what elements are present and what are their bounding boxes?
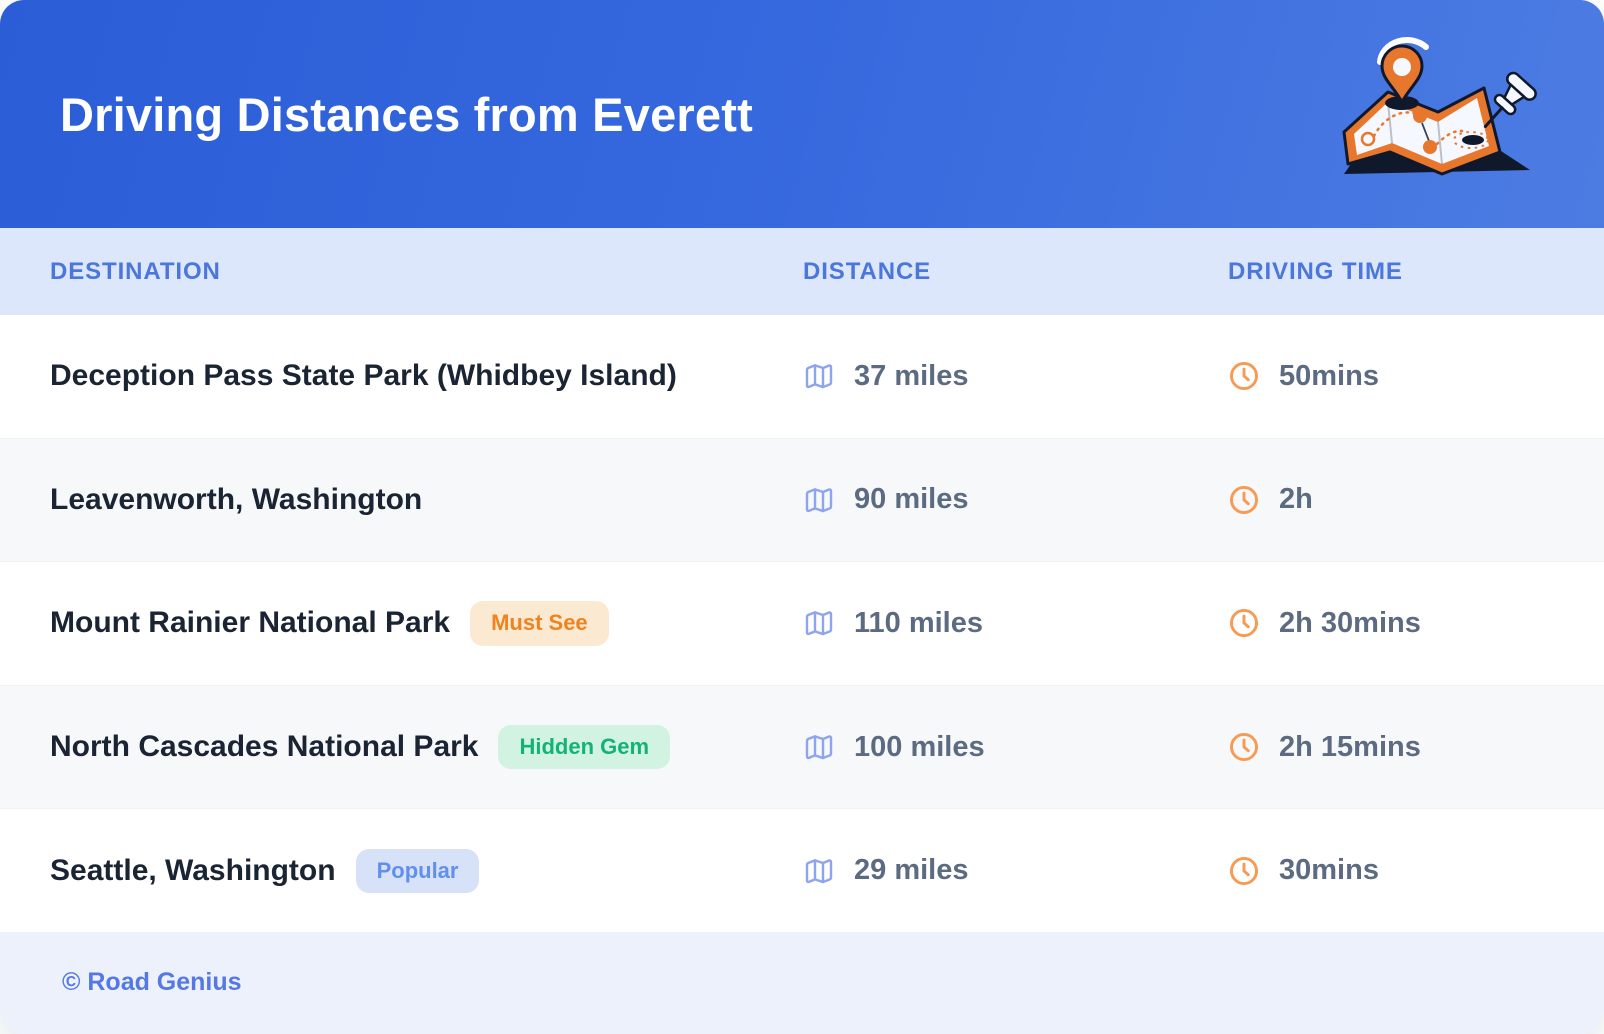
distance-value: 100 miles [854, 730, 985, 763]
distance-cell: 37 miles [803, 360, 1228, 393]
map-icon [803, 484, 835, 516]
copyright-text: © Road Genius [62, 968, 242, 997]
clock-icon [1228, 484, 1260, 516]
table-row: Deception Pass State Park (Whidbey Islan… [0, 315, 1604, 438]
distance-cell: 90 miles [803, 483, 1228, 516]
driving-time-value: 2h 30mins [1279, 606, 1421, 639]
clock-icon [1228, 607, 1260, 639]
badge-hidden-gem: Hidden Gem [498, 724, 671, 770]
distance-value: 29 miles [854, 854, 969, 887]
distance-value: 110 miles [854, 606, 983, 639]
destination-cell: Leavenworth, Washington [0, 483, 803, 517]
map-illustration-icon [1330, 36, 1540, 196]
page-title: Driving Distances from Everett [60, 87, 753, 141]
distance-cell: 110 miles [803, 607, 1228, 640]
clock-icon [1228, 360, 1260, 392]
driving-time-cell: 2h [1228, 483, 1604, 516]
driving-time-cell: 50mins [1228, 360, 1604, 393]
table-column-header-row: DESTINATION DISTANCE DRIVING TIME [0, 228, 1604, 315]
driving-time-cell: 30mins [1228, 854, 1604, 887]
distance-value: 90 miles [854, 483, 969, 516]
distance-cell: 100 miles [803, 731, 1228, 764]
driving-time-value: 2h 15mins [1279, 730, 1421, 763]
table-row: Mount Rainier National Park Must See 110… [0, 561, 1604, 685]
destination-name: North Cascades National Park [50, 730, 479, 764]
map-icon [803, 360, 835, 392]
destination-name: Deception Pass State Park (Whidbey Islan… [50, 359, 677, 393]
distance-cell: 29 miles [803, 854, 1228, 887]
clock-icon [1228, 855, 1260, 887]
map-icon [803, 855, 835, 887]
table-row: Seattle, Washington Popular 29 miles 30m… [0, 808, 1604, 932]
destination-name: Seattle, Washington [50, 853, 336, 887]
destination-cell: Seattle, Washington Popular [0, 848, 803, 893]
driving-time-value: 30mins [1279, 854, 1379, 887]
card-footer: © Road Genius [0, 931, 1604, 1034]
driving-time-cell: 2h 30mins [1228, 607, 1604, 640]
destination-name: Mount Rainier National Park [50, 606, 451, 640]
destination-cell: Mount Rainier National Park Must See [0, 601, 803, 646]
column-header-distance: DISTANCE [803, 257, 932, 285]
map-icon [803, 731, 835, 763]
driving-time-value: 50mins [1279, 359, 1379, 392]
driving-time-value: 2h [1279, 483, 1313, 516]
destination-cell: Deception Pass State Park (Whidbey Islan… [0, 359, 803, 393]
badge-must-see: Must See [470, 601, 609, 646]
table-row: Leavenworth, Washington 90 miles 2h [0, 437, 1604, 562]
badge-popular: Popular [355, 848, 480, 893]
destination-name: Leavenworth, Washington [50, 482, 423, 516]
column-header-driving-time: DRIVING TIME [1228, 257, 1403, 285]
map-icon [803, 607, 835, 639]
card-header: Driving Distances from Everett [0, 0, 1604, 228]
table-row: North Cascades National Park Hidden Gem … [0, 684, 1604, 809]
column-header-destination: DESTINATION [50, 257, 221, 285]
distance-value: 37 miles [854, 359, 969, 392]
destination-cell: North Cascades National Park Hidden Gem [0, 724, 803, 770]
driving-time-cell: 2h 15mins [1228, 731, 1604, 764]
clock-icon [1228, 731, 1260, 763]
